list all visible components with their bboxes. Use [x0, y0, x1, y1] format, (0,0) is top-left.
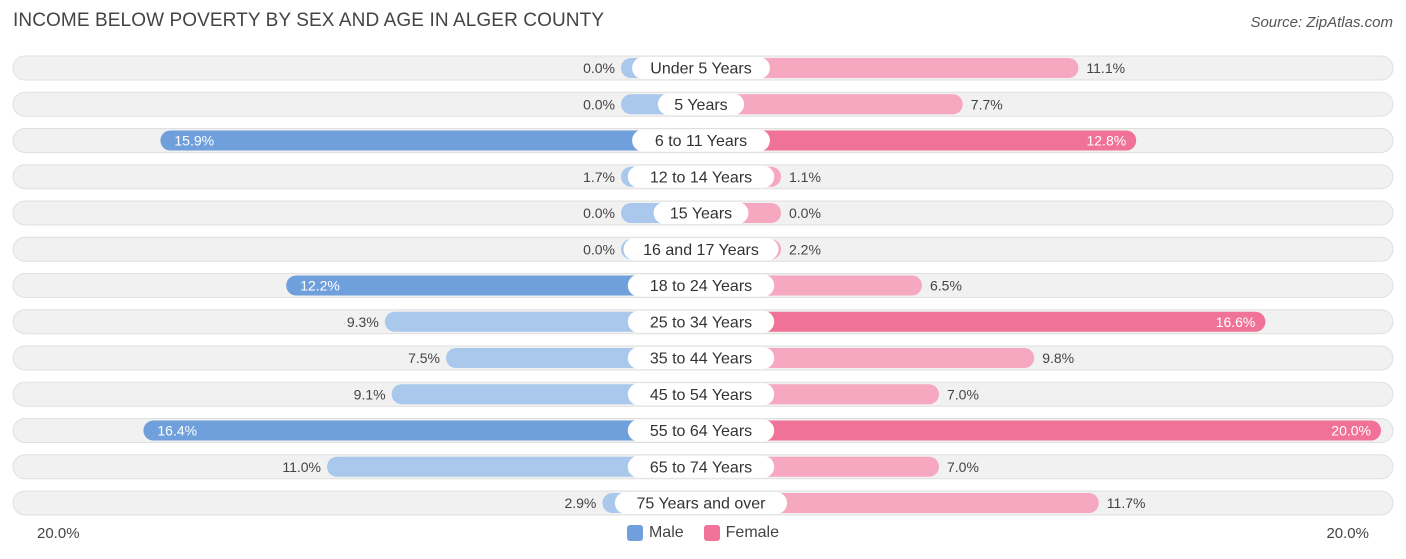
- value-label-male-65-to-74-years: 11.0%: [282, 459, 321, 475]
- category-pill-35-to-44-years: [627, 347, 775, 369]
- category-pill-under-5-years: [632, 57, 770, 79]
- bar-female-6-to-11-years: [701, 130, 1137, 151]
- category-pill-65-to-74-years: [627, 455, 775, 478]
- legend-item-female[interactable]: Female: [703, 524, 780, 542]
- value-label-male-75-years-and-over: 2.9%: [564, 495, 596, 511]
- value-label-male-5-years: 0.0%: [583, 96, 615, 112]
- chart-title: INCOME BELOW POVERTY BY SEX AND AGE IN A…: [13, 10, 605, 31]
- value-label-female-15-years: 0.0%: [789, 205, 821, 221]
- bar-male-65-to-74-years: [327, 456, 701, 477]
- value-label-male-12-to-14-years: 1.7%: [583, 169, 615, 185]
- bar-male-6-to-11-years: [160, 130, 701, 151]
- category-pill-16-and-17-years: [623, 238, 779, 261]
- category-pill-12-to-14-years: [627, 165, 775, 188]
- value-label-female-35-to-44-years: 9.8%: [1042, 350, 1074, 366]
- value-label-female-6-to-11-years: 12.8%: [1086, 133, 1126, 149]
- category-label-under-5-years: Under 5 Years: [650, 61, 751, 78]
- legend-swatch-female: [703, 525, 720, 541]
- category-pill-6-to-11-years: [632, 129, 770, 152]
- category-label-16-and-17-years: 16 and 17 Years: [643, 242, 759, 259]
- axis-label-right: 20.0%: [1326, 525, 1369, 542]
- legend-label-male: Male: [648, 524, 684, 541]
- bar-female-under-5-years: [701, 58, 1079, 78]
- category-pill-18-to-24-years: [627, 274, 775, 297]
- legend-label-female: Female: [725, 524, 780, 541]
- bar-female-25-to-34-years: [701, 311, 1266, 332]
- value-label-male-35-to-44-years: 7.5%: [408, 350, 440, 366]
- category-label-5-years: 5 Years: [674, 97, 727, 114]
- value-label-female-12-to-14-years: 1.1%: [789, 169, 821, 185]
- category-label-12-to-14-years: 12 to 14 Years: [650, 169, 752, 186]
- value-label-female-55-to-64-years: 20.0%: [1331, 423, 1371, 439]
- value-label-female-45-to-54-years: 7.0%: [947, 386, 979, 402]
- category-label-45-to-54-years: 45 to 54 Years: [650, 387, 752, 404]
- bar-male-55-to-64-years: [143, 420, 701, 441]
- value-label-female-16-and-17-years: 2.2%: [789, 241, 821, 257]
- axis-label-left: 20.0%: [37, 525, 80, 542]
- category-label-15-years: 15 Years: [670, 206, 732, 223]
- category-label-65-to-74-years: 65 to 74 Years: [650, 459, 752, 476]
- value-label-male-18-to-24-years: 12.2%: [300, 278, 340, 294]
- value-label-male-25-to-34-years: 9.3%: [347, 314, 379, 330]
- value-label-male-55-to-64-years: 16.4%: [157, 423, 197, 439]
- category-pill-45-to-54-years: [627, 383, 775, 406]
- value-label-male-6-to-11-years: 15.9%: [174, 133, 214, 149]
- bar-female-55-to-64-years: [701, 420, 1381, 441]
- source-note: Source: ZipAtlas.com: [1250, 14, 1393, 31]
- bar-male-25-to-34-years: [384, 311, 701, 332]
- legend: Male Female: [0, 524, 1406, 542]
- value-label-male-15-years: 0.0%: [583, 205, 615, 221]
- value-label-female-18-to-24-years: 6.5%: [930, 278, 962, 294]
- value-label-female-under-5-years: 11.1%: [1086, 60, 1125, 76]
- category-pill-25-to-34-years: [627, 310, 775, 333]
- value-label-female-75-years-and-over: 11.7%: [1107, 495, 1146, 511]
- category-label-18-to-24-years: 18 to 24 Years: [650, 278, 752, 295]
- bar-female-75-years-and-over: [701, 493, 1099, 513]
- category-label-35-to-44-years: 35 to 44 Years: [650, 351, 752, 368]
- value-label-female-25-to-34-years: 16.6%: [1216, 314, 1256, 330]
- value-label-male-16-and-17-years: 0.0%: [583, 241, 615, 257]
- bar-male-18-to-24-years: [286, 275, 701, 296]
- category-label-25-to-34-years: 25 to 34 Years: [650, 314, 752, 331]
- chart-plot: 0.0% 11.1% Under 5 Years 0.0% 7.7% 5 Years 15.…: [12, 55, 1394, 516]
- bar-female-35-to-44-years: [701, 348, 1035, 368]
- category-label-6-to-11-years: 6 to 11 Years: [655, 133, 747, 150]
- category-pill-15-years: [653, 202, 749, 224]
- value-label-female-65-to-74-years: 7.0%: [947, 459, 979, 475]
- legend-item-male[interactable]: Male: [626, 524, 684, 542]
- value-label-female-5-years: 7.7%: [971, 96, 1003, 112]
- legend-swatch-male: [626, 525, 643, 541]
- bar-female-5-years: [701, 94, 963, 115]
- value-label-male-45-to-54-years: 9.1%: [354, 386, 386, 402]
- bar-male-45-to-54-years: [391, 384, 701, 405]
- category-label-55-to-64-years: 55 to 64 Years: [650, 423, 752, 440]
- category-label-75-years-and-over: 75 Years and over: [637, 496, 767, 513]
- value-label-male-under-5-years: 0.0%: [583, 60, 615, 76]
- category-pill-5-years: [657, 93, 745, 116]
- category-pill-55-to-64-years: [627, 419, 775, 442]
- category-pill-75-years-and-over: [614, 492, 788, 514]
